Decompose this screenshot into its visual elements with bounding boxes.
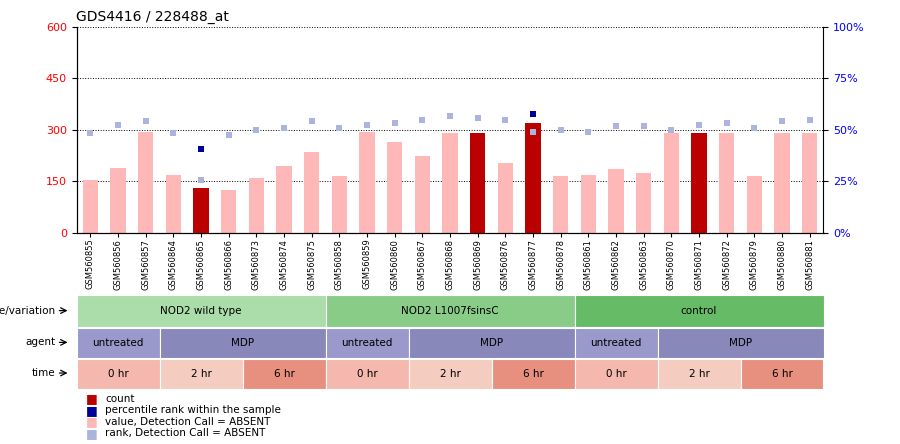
Text: NOD2 L1007fsinsC: NOD2 L1007fsinsC [401,306,499,316]
Bar [608,170,624,233]
Text: untreated: untreated [590,338,642,348]
Text: ■: ■ [86,415,97,428]
Bar [138,131,153,233]
Bar [580,174,596,233]
Bar [194,195,209,233]
Text: NOD2 wild type: NOD2 wild type [160,306,242,316]
Text: agent: agent [25,337,55,347]
Bar [470,135,485,233]
Bar [802,133,817,233]
Bar [470,133,485,233]
Bar [498,163,513,233]
Bar [304,152,320,233]
Text: 0 hr: 0 hr [356,369,377,379]
Text: untreated: untreated [93,338,144,348]
Text: untreated: untreated [341,338,392,348]
Bar [526,123,541,233]
Text: ■: ■ [86,427,97,440]
Bar [83,180,98,233]
Text: time: time [32,368,55,378]
Text: 6 hr: 6 hr [523,369,544,379]
Bar [636,173,652,233]
Text: percentile rank within the sample: percentile rank within the sample [105,405,281,415]
Text: MDP: MDP [480,338,503,348]
Text: count: count [105,394,135,404]
Bar [415,156,430,233]
Bar [691,133,707,233]
Text: 6 hr: 6 hr [771,369,792,379]
Bar [194,188,209,233]
Bar [719,133,734,233]
Bar [359,131,374,233]
Bar [774,133,789,233]
Bar [747,176,762,233]
Text: rank, Detection Call = ABSENT: rank, Detection Call = ABSENT [105,428,266,438]
Text: 0 hr: 0 hr [108,369,129,379]
Bar [663,133,679,233]
Text: 2 hr: 2 hr [688,369,709,379]
Text: ■: ■ [86,404,97,417]
Bar [221,190,237,233]
Bar [276,166,292,233]
Text: 0 hr: 0 hr [606,369,626,379]
Bar [332,176,347,233]
Text: 2 hr: 2 hr [439,369,461,379]
Text: ■: ■ [86,392,97,405]
Text: control: control [680,306,717,316]
Bar [111,168,126,233]
Bar [526,174,541,233]
Bar [443,133,457,233]
Text: MDP: MDP [729,338,752,348]
Bar [691,139,707,233]
Bar [248,178,264,233]
Text: value, Detection Call = ABSENT: value, Detection Call = ABSENT [105,417,271,427]
Text: GDS4416 / 228488_at: GDS4416 / 228488_at [76,10,230,24]
Text: genotype/variation: genotype/variation [0,305,55,316]
Bar [166,174,181,233]
Text: 2 hr: 2 hr [191,369,211,379]
Bar [554,176,568,233]
Text: MDP: MDP [231,338,254,348]
Bar [387,142,402,233]
Text: 6 hr: 6 hr [274,369,294,379]
